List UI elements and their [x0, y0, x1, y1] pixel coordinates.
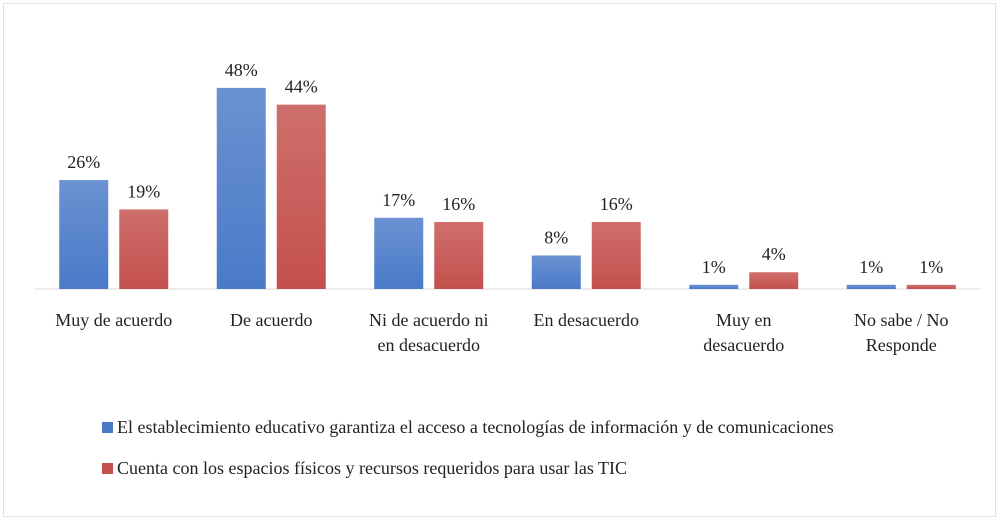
- bar: [906, 284, 956, 289]
- x-tick-label: No sabe / No Responde: [854, 310, 949, 355]
- data-label: 19%: [127, 181, 160, 201]
- bar: [531, 255, 581, 289]
- data-label: 1%: [859, 257, 883, 277]
- bar: [216, 87, 266, 289]
- x-tick-label: Muy de acuerdo: [55, 310, 173, 330]
- legend-label: Cuenta con los espacios físicos y recurs…: [117, 458, 628, 478]
- x-tick-label: De acuerdo: [230, 310, 313, 330]
- x-tick-label: Ni de acuerdo ni en desacuerdo: [369, 310, 489, 355]
- bar: [749, 272, 799, 289]
- data-label: 48%: [225, 60, 258, 80]
- legend-swatch: [102, 463, 113, 474]
- x-tick-label: En desacuerdo: [533, 310, 639, 330]
- bar: [374, 217, 424, 289]
- x-tick-label: Muy en desacuerdo: [703, 310, 785, 355]
- data-label: 44%: [285, 77, 318, 97]
- data-label: 8%: [544, 227, 568, 247]
- bar: [689, 284, 739, 289]
- data-label: 1%: [702, 257, 726, 277]
- chart-border: [3, 3, 996, 517]
- bar: [434, 221, 484, 289]
- legend-entry: Cuenta con los espacios físicos y recurs…: [102, 456, 952, 481]
- bar: [276, 104, 326, 289]
- data-label: 17%: [382, 190, 415, 210]
- data-label: 4%: [762, 244, 786, 264]
- legend-swatch: [102, 422, 113, 433]
- legend-entry: El establecimiento educativo garantiza e…: [102, 415, 952, 440]
- bar: [119, 209, 169, 289]
- bar: [846, 284, 896, 289]
- data-label: 16%: [600, 194, 633, 214]
- data-label: 16%: [442, 194, 475, 214]
- data-label: 1%: [919, 257, 943, 277]
- legend-label: El establecimiento educativo garantiza e…: [117, 417, 834, 437]
- bar: [59, 180, 109, 289]
- data-label: 26%: [67, 152, 100, 172]
- bar: [591, 221, 641, 289]
